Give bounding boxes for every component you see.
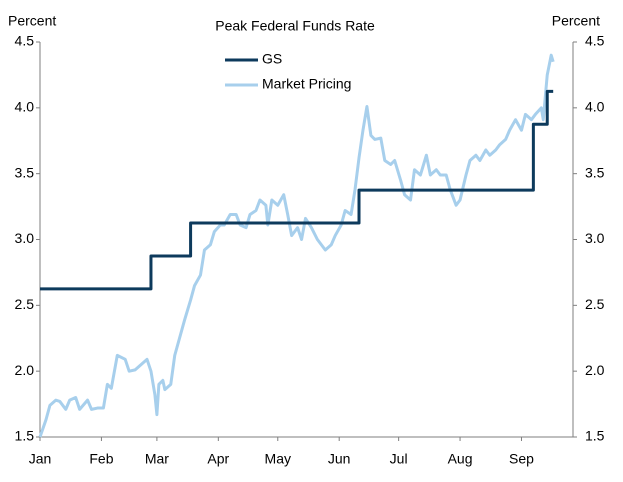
y2-tick-label: 1.5: [585, 428, 605, 444]
x-tick-label: May: [265, 451, 291, 467]
chart-title: Peak Federal Funds Rate: [215, 18, 375, 34]
series-line: [38, 53, 555, 438]
y-tick-label: 4.0: [15, 99, 35, 115]
legend-label: Market Pricing: [262, 76, 351, 92]
y2-axis-label: Percent: [552, 13, 600, 29]
y2-tick-label: 2.0: [585, 362, 605, 378]
x-tick-label: Aug: [448, 451, 473, 467]
y2-tick-label: 3.0: [585, 230, 605, 246]
y-tick-label: 2.0: [15, 362, 35, 378]
x-tick-label: Apr: [207, 451, 229, 467]
y-tick-label: 4.5: [15, 33, 35, 49]
y2-tick-label: 2.5: [585, 296, 605, 312]
x-tick-label: Jun: [328, 451, 351, 467]
y-axis-label: Percent: [8, 13, 56, 29]
x-tick-label: Mar: [145, 451, 169, 467]
y-tick-label: 1.5: [15, 428, 35, 444]
series-line: [40, 89, 554, 291]
y2-tick-label: 4.0: [585, 99, 605, 115]
y2-tick-label: 3.5: [585, 164, 605, 180]
y2-tick-label: 4.5: [585, 33, 605, 49]
x-tick-label: Feb: [89, 451, 113, 467]
y-tick-label: 3.0: [15, 230, 35, 246]
y-tick-label: 2.5: [15, 296, 35, 312]
legend-label: GS: [262, 51, 282, 67]
x-tick-label: Jul: [390, 451, 408, 467]
x-tick-label: Jan: [29, 451, 52, 467]
x-tick-label: Sep: [509, 451, 534, 467]
y-tick-label: 3.5: [15, 164, 35, 180]
